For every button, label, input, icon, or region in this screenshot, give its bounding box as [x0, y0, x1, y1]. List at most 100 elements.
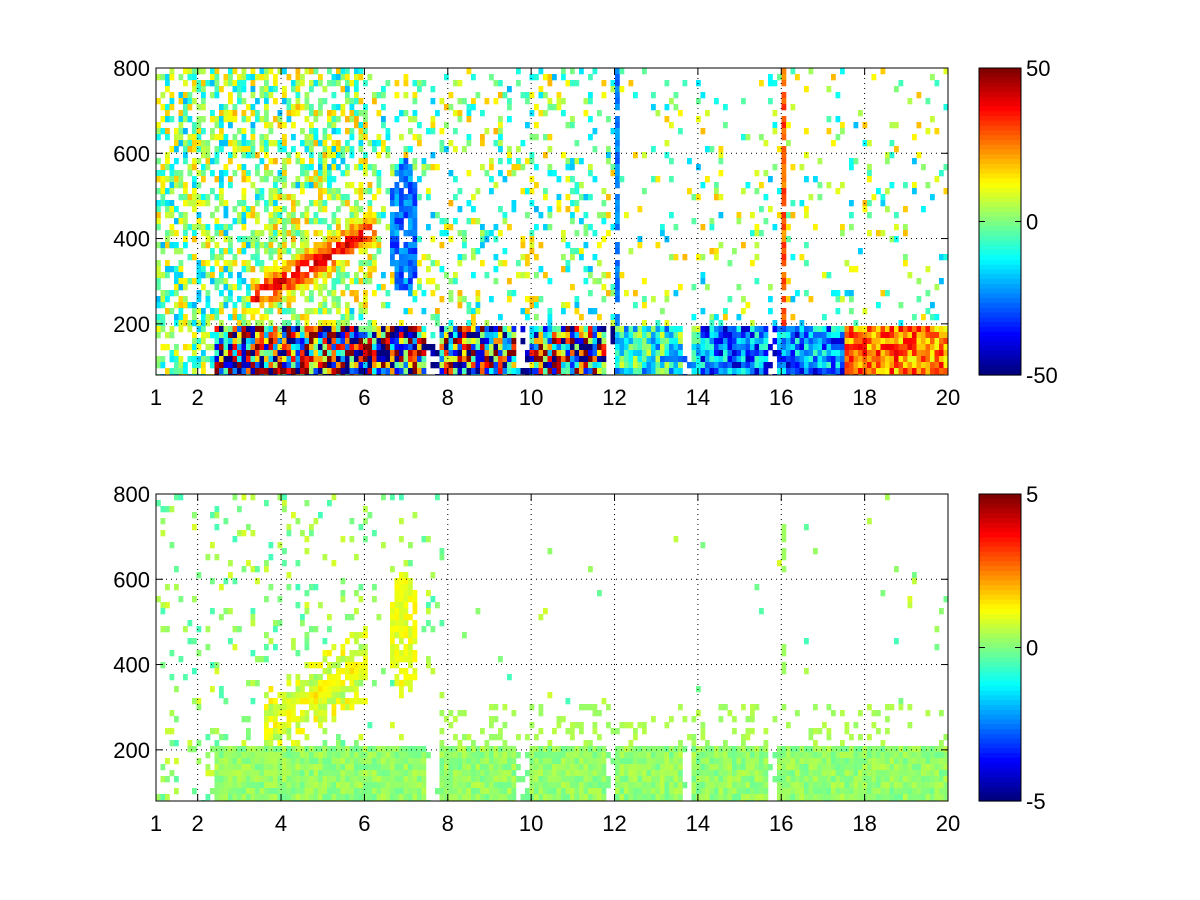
heatmap-cell	[480, 338, 485, 345]
heatmap-cell	[358, 236, 364, 243]
heatmap-cell	[241, 152, 247, 159]
heatmap-cell	[205, 302, 211, 309]
heatmap-cell	[390, 614, 395, 621]
heatmap-cell	[619, 332, 625, 339]
heatmap-cell	[259, 302, 265, 309]
heatmap-cell	[430, 164, 436, 171]
heatmap-cell	[849, 350, 854, 357]
heatmap-cell	[358, 68, 364, 75]
heatmap-cell	[300, 278, 305, 285]
heatmap-cell	[768, 284, 773, 291]
heatmap-cell	[475, 332, 481, 339]
heatmap-cell	[358, 758, 364, 765]
heatmap-cell	[439, 266, 445, 273]
heatmap-cell	[349, 686, 355, 693]
heatmap-cell	[543, 74, 548, 81]
heatmap-cell	[219, 758, 224, 765]
heatmap-cell	[448, 278, 454, 285]
heatmap-cell	[313, 284, 319, 291]
heatmap-cell	[448, 758, 454, 765]
heatmap-cell	[619, 68, 625, 75]
heatmap-cell	[282, 182, 287, 189]
heatmap-cell	[268, 788, 274, 795]
heatmap-cell	[448, 752, 454, 759]
heatmap-cell	[282, 698, 287, 705]
heatmap-cell	[750, 350, 755, 357]
heatmap-cell	[570, 344, 575, 351]
heatmap-cell	[394, 614, 400, 621]
heatmap-cell	[363, 746, 368, 753]
heatmap-cell	[192, 134, 197, 141]
colorbar-swatch	[979, 240, 1021, 247]
heatmap-cell	[529, 332, 535, 339]
heatmap-cell	[484, 356, 490, 363]
heatmap-cell	[786, 368, 791, 375]
heatmap-cell	[525, 188, 530, 195]
heatmap-cell	[849, 224, 854, 231]
heatmap-cell	[255, 776, 260, 783]
heatmap-cell	[471, 314, 476, 321]
heatmap-cell	[219, 746, 224, 753]
heatmap-cell	[574, 302, 580, 309]
heatmap-cell	[241, 320, 247, 327]
heatmap-cell	[525, 260, 530, 267]
heatmap-cell	[313, 218, 319, 225]
heatmap-cell	[210, 512, 215, 519]
heatmap-cell	[867, 344, 872, 351]
heatmap-cell	[210, 308, 215, 315]
heatmap-cell	[385, 368, 391, 375]
heatmap-cell	[228, 176, 233, 183]
heatmap-cell	[831, 356, 836, 363]
heatmap-cell	[286, 110, 292, 117]
heatmap-cell	[174, 776, 179, 783]
heatmap-cell	[174, 314, 179, 321]
heatmap-cell	[214, 86, 220, 93]
heatmap-cell	[511, 164, 517, 171]
heatmap-cell	[282, 236, 287, 243]
heatmap-cell	[264, 308, 269, 315]
heatmap-cell	[385, 344, 391, 351]
heatmap-cell	[484, 770, 490, 777]
heatmap-cell	[286, 74, 292, 81]
heatmap-cell	[781, 200, 787, 207]
heatmap-cell	[219, 176, 224, 183]
heatmap-cell	[408, 338, 413, 345]
heatmap-cell	[367, 200, 373, 207]
heatmap-cell	[268, 200, 274, 207]
heatmap-cell	[408, 578, 413, 585]
heatmap-cell	[385, 128, 391, 135]
heatmap-cell	[237, 320, 242, 327]
heatmap-cell	[498, 770, 503, 777]
heatmap-cell	[318, 164, 323, 171]
heatmap-cell	[354, 332, 359, 339]
heatmap-cell	[219, 278, 224, 285]
heatmap-cell	[417, 332, 422, 339]
heatmap-cell	[183, 302, 188, 309]
heatmap-cell	[223, 518, 229, 525]
heatmap-cell	[336, 248, 341, 255]
heatmap-cell	[232, 284, 238, 291]
heatmap-cell	[192, 788, 197, 795]
heatmap-cell	[264, 92, 269, 99]
heatmap-cell	[781, 212, 787, 219]
heatmap-cell	[408, 686, 413, 693]
heatmap-cell	[489, 350, 494, 357]
heatmap-cell	[376, 140, 382, 147]
heatmap-cell	[277, 296, 283, 303]
heatmap-cell	[921, 362, 926, 369]
heatmap-cell	[408, 368, 413, 375]
heatmap-cell	[192, 278, 197, 285]
heatmap-cell	[894, 236, 899, 243]
heatmap-cell	[669, 356, 674, 363]
heatmap-cell	[250, 332, 256, 339]
heatmap-cell	[930, 362, 935, 369]
heatmap-cell	[727, 338, 733, 345]
heatmap-cell	[475, 362, 481, 369]
colorbar-swatch	[979, 235, 1021, 242]
heatmap-cell	[507, 224, 512, 231]
heatmap-cell	[282, 206, 287, 213]
heatmap-cell	[295, 80, 301, 87]
heatmap-cell	[223, 332, 229, 339]
heatmap-cell	[309, 176, 314, 183]
heatmap-cell	[615, 242, 620, 249]
